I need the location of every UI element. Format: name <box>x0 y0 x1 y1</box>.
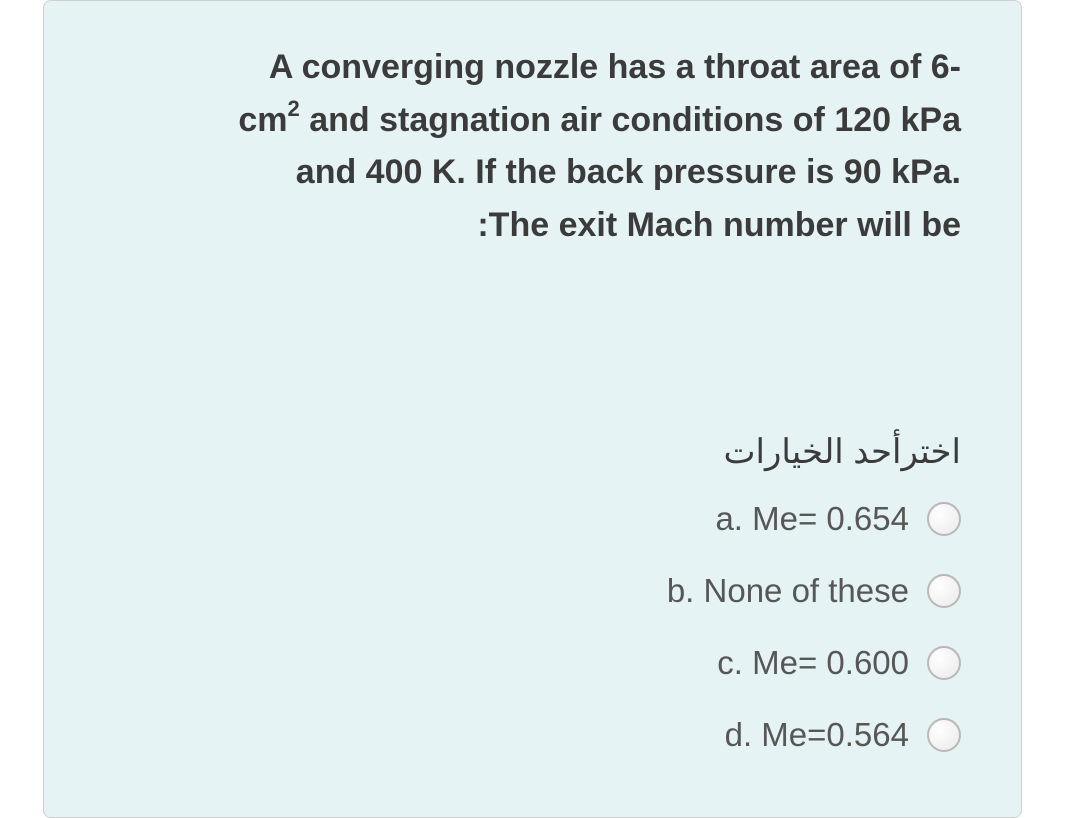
question-line4: :The exit Mach number will be <box>477 206 961 244</box>
question-line3: and 400 K. If the back pressure is 90 kP… <box>296 153 961 191</box>
question-line2-pre: cm <box>238 101 287 139</box>
radio-icon[interactable] <box>927 502 961 536</box>
option-b[interactable]: b. None of these <box>104 572 961 610</box>
question-card: A converging nozzle has a throat area of… <box>43 0 1022 818</box>
radio-icon[interactable] <box>927 574 961 608</box>
question-line2-post: and stagnation air conditions of 120 kPa <box>300 101 961 139</box>
option-a-label: a. Me= 0.654 <box>715 500 909 538</box>
option-b-label: b. None of these <box>667 572 909 610</box>
choose-prompt: اخترأحد الخيارات <box>104 432 961 472</box>
question-line1: A converging nozzle has a throat area of… <box>269 48 961 86</box>
option-d-label: d. Me=0.564 <box>725 716 909 754</box>
option-a[interactable]: a. Me= 0.654 <box>104 500 961 538</box>
question-text: A converging nozzle has a throat area of… <box>104 41 961 252</box>
option-c-label: c. Me= 0.600 <box>717 644 909 682</box>
question-superscript: 2 <box>288 96 300 121</box>
radio-icon[interactable] <box>927 718 961 752</box>
option-c[interactable]: c. Me= 0.600 <box>104 644 961 682</box>
options-list: a. Me= 0.654 b. None of these c. Me= 0.6… <box>104 500 961 754</box>
radio-icon[interactable] <box>927 646 961 680</box>
option-d[interactable]: d. Me=0.564 <box>104 716 961 754</box>
